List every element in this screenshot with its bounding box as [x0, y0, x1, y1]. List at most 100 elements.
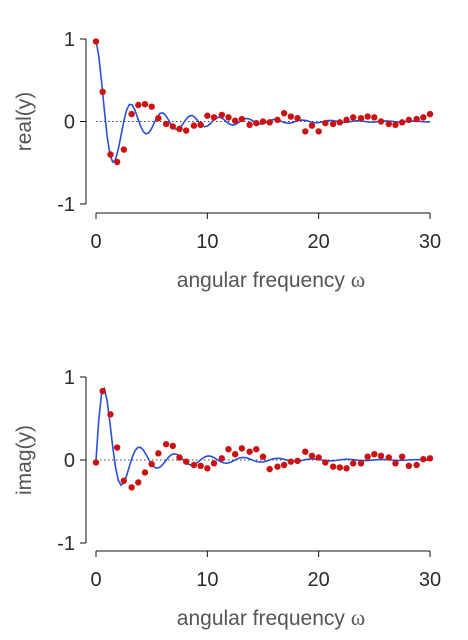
data-point [225, 114, 232, 121]
data-point [128, 484, 135, 491]
data-point [302, 448, 309, 455]
data-point [253, 446, 260, 453]
data-point [141, 469, 149, 476]
data-point [294, 457, 301, 465]
data-point [413, 461, 420, 469]
data-point [294, 115, 301, 122]
omega-symbol: ω [351, 605, 365, 630]
data-point [426, 455, 434, 462]
data-point [190, 122, 198, 129]
x-tick-label: 30 [419, 231, 441, 253]
data-point [315, 454, 322, 461]
data-point [176, 454, 183, 461]
data-point [274, 116, 281, 124]
data-point [107, 411, 114, 418]
x-tick-label: 30 [419, 569, 441, 591]
x-tick-label: 0 [90, 231, 101, 253]
data-point [253, 119, 260, 127]
data-point [343, 465, 350, 472]
data-point [357, 115, 365, 122]
data-point [280, 461, 288, 469]
data-point [364, 113, 371, 120]
data-point [128, 110, 135, 118]
data-point [371, 450, 378, 458]
data-point [398, 453, 406, 460]
data-point [99, 88, 106, 96]
data-point [210, 460, 218, 467]
data-point [238, 115, 246, 123]
data-point [413, 115, 420, 123]
data-point [392, 460, 399, 467]
data-point [113, 158, 121, 166]
data-point [155, 115, 162, 122]
data-point [176, 125, 183, 133]
data-point [287, 113, 295, 120]
data-point [141, 100, 149, 108]
data-point [420, 114, 427, 121]
data-point [162, 441, 170, 448]
y-tick-label: -1 [57, 194, 75, 216]
data-point [280, 110, 288, 117]
data-point [204, 112, 211, 119]
data-point [135, 479, 142, 486]
data-point [210, 114, 218, 121]
data-point [197, 462, 204, 470]
data-point [322, 119, 329, 127]
data-point [218, 455, 226, 462]
data-point [197, 121, 204, 128]
data-point [92, 459, 100, 466]
data-point [259, 118, 267, 125]
x-axis-title: angular frequency ω [177, 605, 365, 630]
x-tick-label: 0 [90, 569, 101, 591]
data-point [120, 146, 128, 153]
data-point [426, 110, 434, 118]
data-point [364, 453, 371, 460]
data-point [377, 452, 385, 460]
data-point [135, 101, 142, 109]
data-point [238, 445, 246, 452]
data-point [148, 460, 155, 468]
data-point [405, 462, 413, 470]
data-point [204, 465, 211, 472]
y-tick-label: 0 [64, 450, 75, 472]
data-point [336, 464, 344, 471]
y-tick-label: -1 [57, 533, 75, 555]
data-point [349, 114, 357, 121]
y-tick-label: 1 [64, 367, 75, 389]
data-point [113, 444, 121, 451]
y-tick-label: 0 [64, 112, 75, 134]
x-tick-label: 10 [196, 231, 218, 253]
x-axis-title-text: angular frequency [177, 607, 351, 630]
data-point [92, 38, 100, 45]
data-point [398, 119, 406, 126]
fit-curve [95, 40, 431, 164]
data-point [392, 121, 399, 128]
data-point [218, 111, 226, 119]
data-point [322, 459, 329, 466]
data-point [169, 123, 177, 130]
data-point [420, 455, 427, 463]
data-point [162, 120, 170, 128]
data-point [155, 450, 162, 457]
data-point [343, 116, 350, 124]
y-tick-label: 1 [64, 29, 75, 51]
data-point [385, 120, 393, 128]
data-point [182, 458, 190, 465]
data-point [287, 458, 295, 465]
y-axis-title: imag(y) [13, 425, 36, 495]
data-point [182, 127, 190, 134]
data-point [336, 119, 344, 126]
data-point [329, 120, 337, 128]
data-point [231, 450, 239, 458]
data-point [349, 460, 357, 467]
data-point [357, 460, 365, 467]
data-point [169, 442, 177, 450]
data-point [190, 461, 198, 469]
data-point [274, 463, 281, 470]
data-point [225, 446, 232, 453]
x-tick-label: 10 [196, 569, 218, 591]
data-point [266, 119, 273, 126]
x-axis-title-text: angular frequency [177, 269, 351, 292]
